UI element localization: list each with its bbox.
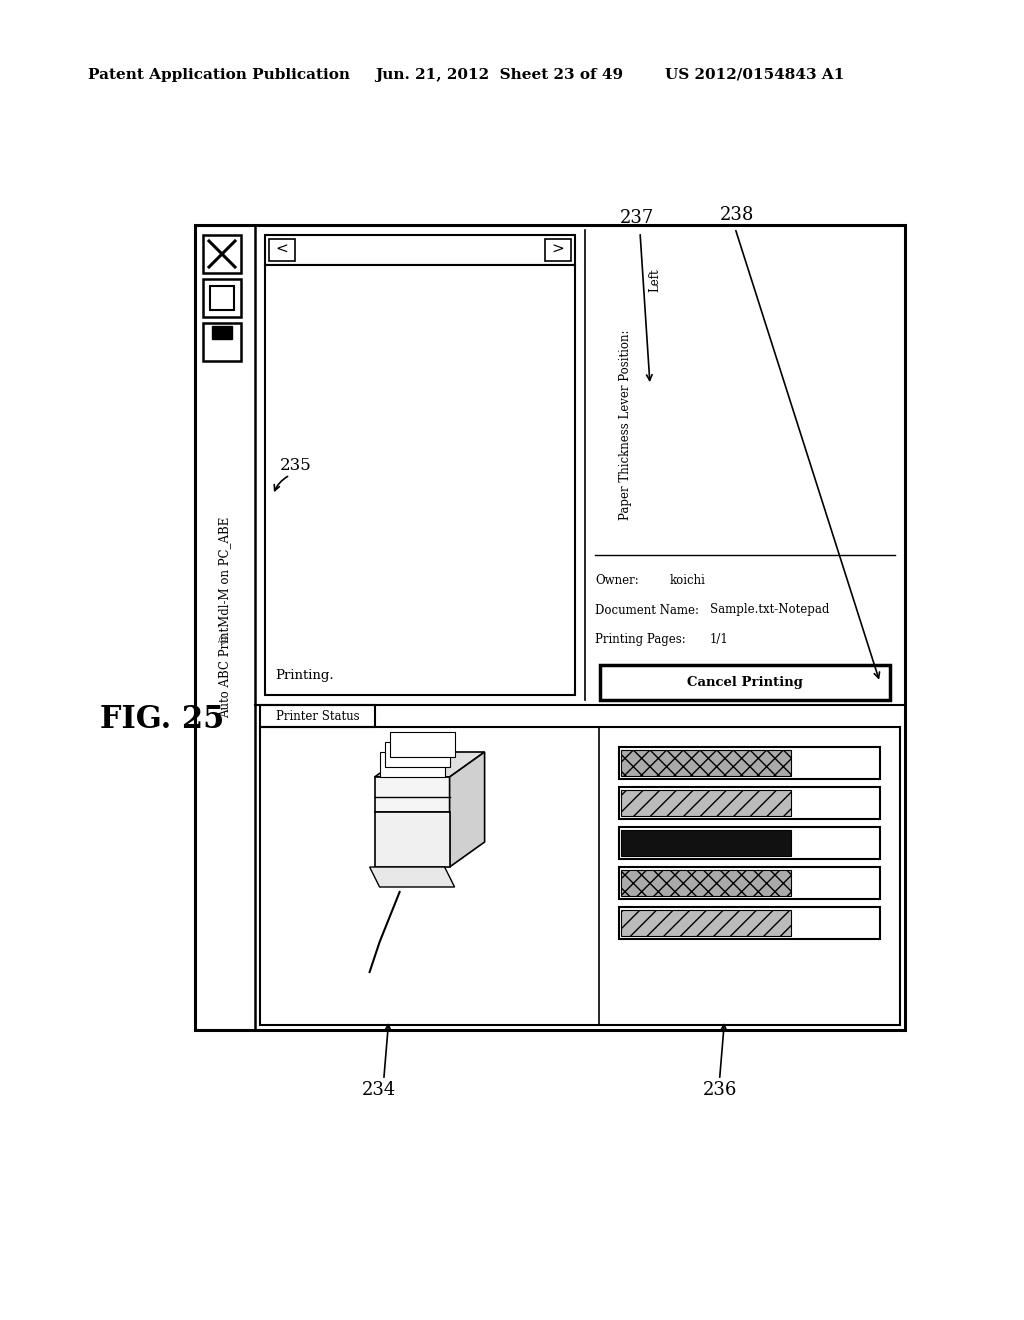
Bar [203, 323, 241, 360]
Bar [260, 727, 900, 1026]
Text: <: < [275, 243, 289, 257]
Bar [195, 224, 905, 1030]
Bar [622, 830, 791, 855]
Bar [620, 787, 880, 818]
Text: US 2012/0154843 A1: US 2012/0154843 A1 [665, 69, 845, 82]
Bar [195, 224, 255, 1030]
Text: Sample.txt-Notepad: Sample.txt-Notepad [710, 603, 829, 616]
Bar [265, 265, 575, 696]
Polygon shape [450, 752, 484, 867]
Polygon shape [370, 867, 455, 887]
Text: 1/1: 1/1 [710, 634, 729, 647]
Text: koichi: koichi [670, 573, 706, 586]
Bar [385, 742, 450, 767]
Bar [212, 326, 232, 339]
Text: 237: 237 [620, 209, 654, 227]
Bar [620, 828, 880, 859]
Text: 234: 234 [361, 1081, 396, 1100]
Text: FIG. 25: FIG. 25 [100, 705, 224, 735]
Bar [622, 909, 791, 936]
Polygon shape [375, 812, 450, 867]
Bar [389, 733, 455, 756]
Bar [600, 665, 890, 700]
Text: Patent Application Publication: Patent Application Publication [88, 69, 350, 82]
Bar [620, 867, 880, 899]
Bar [622, 870, 791, 896]
Text: Jun. 21, 2012  Sheet 23 of 49: Jun. 21, 2012 Sheet 23 of 49 [375, 69, 624, 82]
Text: Cancel Printing: Cancel Printing [687, 676, 803, 689]
Bar [203, 235, 241, 273]
Text: >: > [552, 243, 564, 257]
Text: Printing Pages:: Printing Pages: [595, 634, 686, 647]
Polygon shape [375, 752, 484, 777]
Bar [622, 789, 791, 816]
Text: Printer Status: Printer Status [275, 710, 359, 722]
Bar [265, 235, 575, 265]
Bar [622, 750, 791, 776]
Text: Auto ABC PrintMdl-M on PC_ABE: Auto ABC PrintMdl-M on PC_ABE [218, 517, 231, 718]
Text: Printing.: Printing. [275, 668, 334, 681]
Bar [620, 907, 880, 939]
Bar [269, 239, 295, 261]
Text: 236: 236 [702, 1081, 736, 1100]
Bar [545, 239, 571, 261]
Bar [620, 747, 880, 779]
Text: Paper Thickness Lever Position:: Paper Thickness Lever Position: [618, 330, 632, 520]
Text: 235: 235 [280, 457, 311, 474]
Polygon shape [375, 777, 450, 812]
Text: Document Name:: Document Name: [595, 603, 699, 616]
Bar [260, 705, 375, 727]
Text: ©: © [220, 632, 230, 643]
Bar [380, 752, 444, 777]
Text: Left: Left [648, 268, 662, 292]
Bar [210, 286, 234, 310]
Text: Owner:: Owner: [595, 573, 639, 586]
Bar [203, 279, 241, 317]
Text: 238: 238 [720, 206, 755, 224]
